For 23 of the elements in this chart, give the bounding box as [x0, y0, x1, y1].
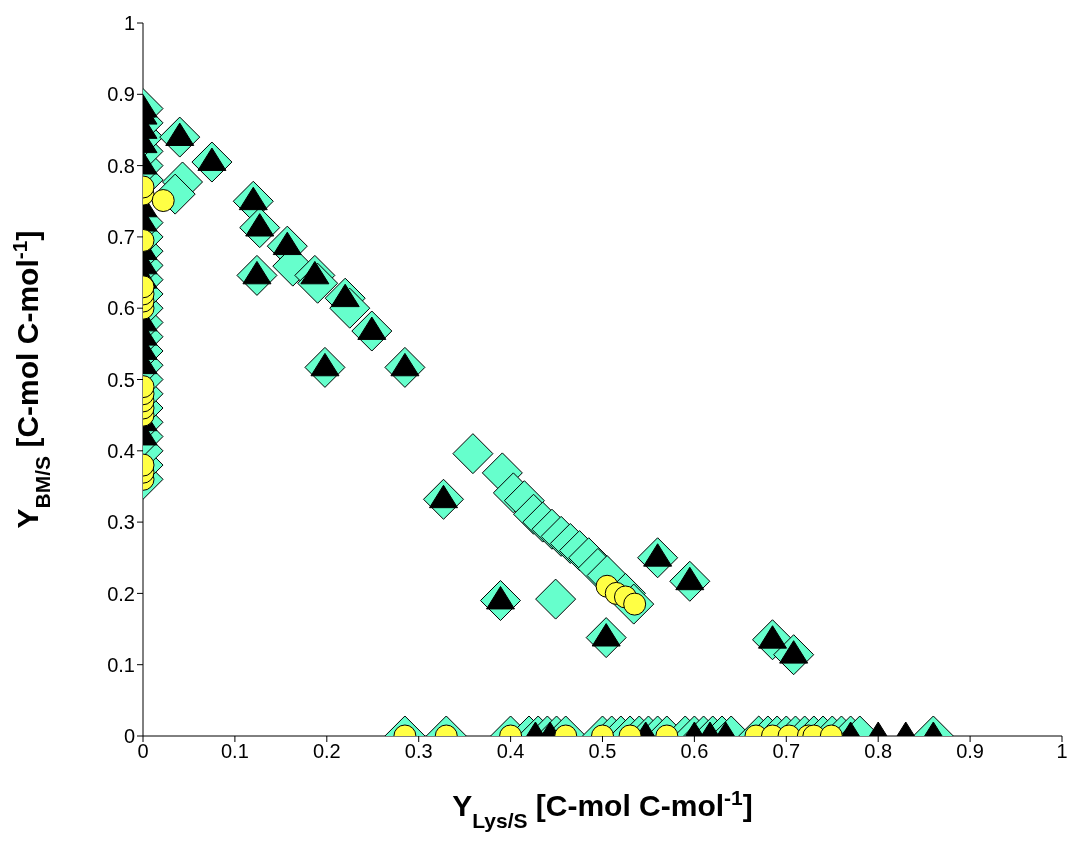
y-tick-label: 0.8 — [107, 154, 135, 177]
x-tick-label: 0.8 — [864, 740, 893, 763]
y-tick-label: 0.7 — [107, 226, 135, 248]
y-tick-label: 0.5 — [107, 368, 135, 391]
x-tick-label: 0.7 — [772, 740, 801, 763]
x-tick-label: 0.1 — [220, 740, 249, 763]
x-axis-title: Y$_{Lys/S}$ [C-mol C-mol$^{-1}$] — [452, 785, 753, 832]
x-tick-label: 0 — [137, 740, 149, 763]
y-tick-label: 0.1 — [107, 653, 135, 676]
y-tick-label: 0.4 — [107, 439, 135, 462]
x-tick-label: 1 — [1056, 740, 1068, 763]
x-tick-label: 0.2 — [312, 740, 341, 763]
x-tick-label: 0.9 — [956, 740, 985, 763]
y-tick-label: 0.6 — [107, 297, 135, 320]
x-tick-label: 0.4 — [496, 740, 525, 763]
y-tick-label: 0.9 — [107, 83, 135, 106]
y-tick-label: 0.3 — [107, 511, 135, 534]
y-tick-label: 0 — [123, 725, 135, 748]
x-tick-label: 0.5 — [588, 740, 617, 763]
x-tick-label: 0.6 — [680, 740, 709, 763]
y-tick-label: 0.2 — [107, 582, 135, 605]
y-tick-label: 1 — [123, 12, 135, 35]
x-tick-label: 0.3 — [404, 740, 433, 763]
